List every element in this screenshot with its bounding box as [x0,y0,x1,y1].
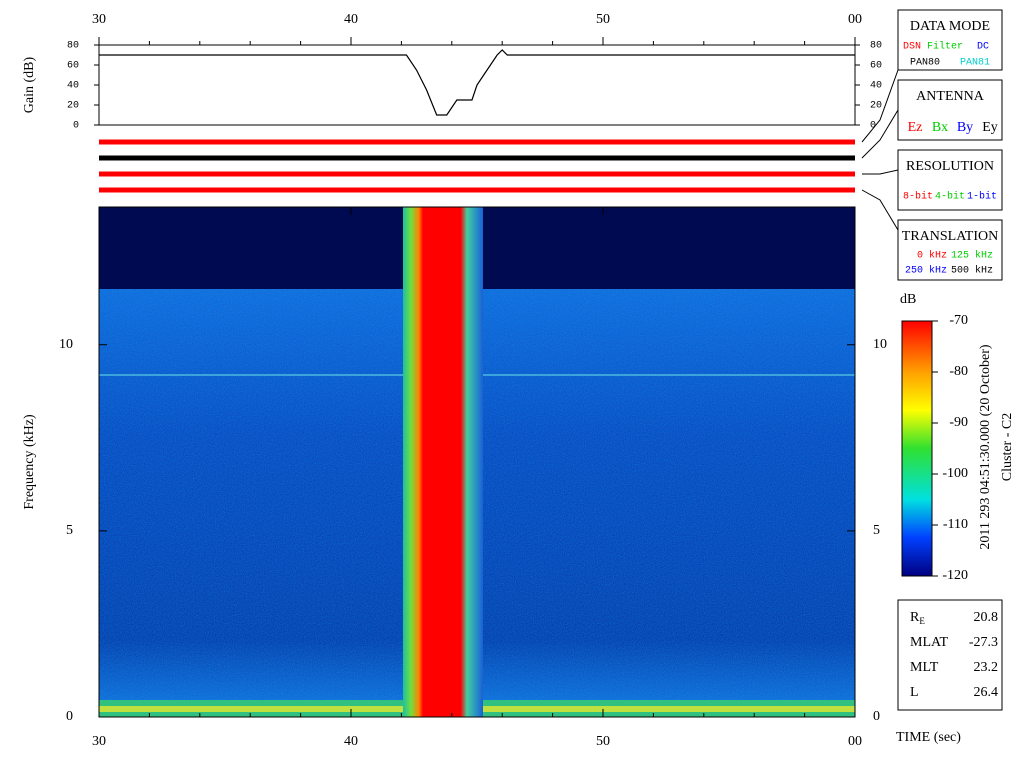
y-tick-label: 80 [870,41,882,52]
panel-item: Bx [932,120,948,135]
gain-axis-label: Gain (dB) [22,56,37,113]
orbit-name-subscript: E [919,616,925,626]
colorbar-tick-label: -80 [949,364,968,379]
y-tick-label: 0 [66,709,73,724]
orbit-name: L [910,685,919,700]
panel-title: DATA MODE [910,19,990,34]
colorbar-tick-label: -120 [942,568,968,583]
orbit-name: MLAT [910,635,949,650]
y-tick-label: 0 [73,121,79,132]
x-tick-label: 00 [848,734,862,749]
y-tick-label: 5 [873,523,880,538]
y-tick-label: 5 [66,523,73,538]
x-tick-label: 40 [344,734,358,749]
y-tick-label: 0 [870,121,876,132]
gain-line [99,49,855,116]
panel-item: 0 kHz [917,250,947,262]
y-tick-label: 10 [59,337,73,352]
x-tick-label: 50 [596,12,610,27]
panel-item: Filter [927,41,963,53]
panel-title: RESOLUTION [906,159,994,174]
panel-item: DC [977,42,989,53]
y-tick-label: 60 [67,61,79,72]
panel-item: PAN81 [960,58,990,69]
spectrogram-image [99,207,855,717]
x-tick-label: 50 [596,734,610,749]
x-tick-label: 00 [848,12,862,27]
panel-item: DSN [903,42,921,53]
y-tick-label: 40 [67,81,79,92]
orbit-name-text: R [910,610,920,625]
orbit-name-text: MLT [910,660,939,675]
panel-item: 250 kHz [905,265,947,277]
panel-item: 125 kHz [951,250,993,262]
panel-title: TRANSLATION [902,229,998,244]
colorbar-tick-label: -70 [949,313,968,328]
x-tick-label: 30 [92,12,106,27]
panel-item: PAN80 [910,58,940,69]
y-tick-label: 20 [67,101,79,112]
colorbar-tick-label: -100 [942,466,968,481]
plot-frame [98,206,856,718]
panel-item: Ez [908,120,923,135]
orbit-name-text: L [910,685,919,700]
orbit-value: 20.8 [974,610,999,625]
spacecraft: Cluster - C2 [1000,413,1015,481]
y-tick-label: 20 [870,101,882,112]
y-tick-label: 60 [870,61,882,72]
colorbar-tick-label: -110 [943,517,968,532]
panel-item: Ey [982,120,998,135]
side-boxes [861,9,1003,711]
colorbar [901,320,933,577]
orbit-name: MLT [910,660,939,675]
panel-item: 500 kHz [951,265,993,277]
panel-title: ANTENNA [916,89,985,104]
colorbar-label: dB [900,292,916,307]
colorbar-tick-label: -90 [949,415,968,430]
y-tick-label: 80 [67,41,79,52]
orbit-name-text: MLAT [910,635,949,650]
x-tick-label: 30 [92,734,106,749]
panel-item: 1-bit [967,191,997,203]
time-axis-label: TIME (sec) [896,730,961,745]
frequency-axis-label: Frequency (kHz) [22,414,37,510]
y-tick-label: 0 [873,709,880,724]
y-tick-label: 10 [873,337,887,352]
orbit-name: RE [910,610,925,626]
timestamp: 2011 293 04:51:30.000 (20 October) [978,344,993,550]
panel-item: 4-bit [935,191,965,203]
y-tick-label: 40 [870,81,882,92]
x-tick-label: 40 [344,12,358,27]
orbit-value: -27.3 [969,635,998,650]
orbit-value: 23.2 [974,660,999,675]
panel-item: By [957,120,973,135]
panel-item: 8-bit [903,191,933,203]
orbit-value: 26.4 [974,685,999,700]
